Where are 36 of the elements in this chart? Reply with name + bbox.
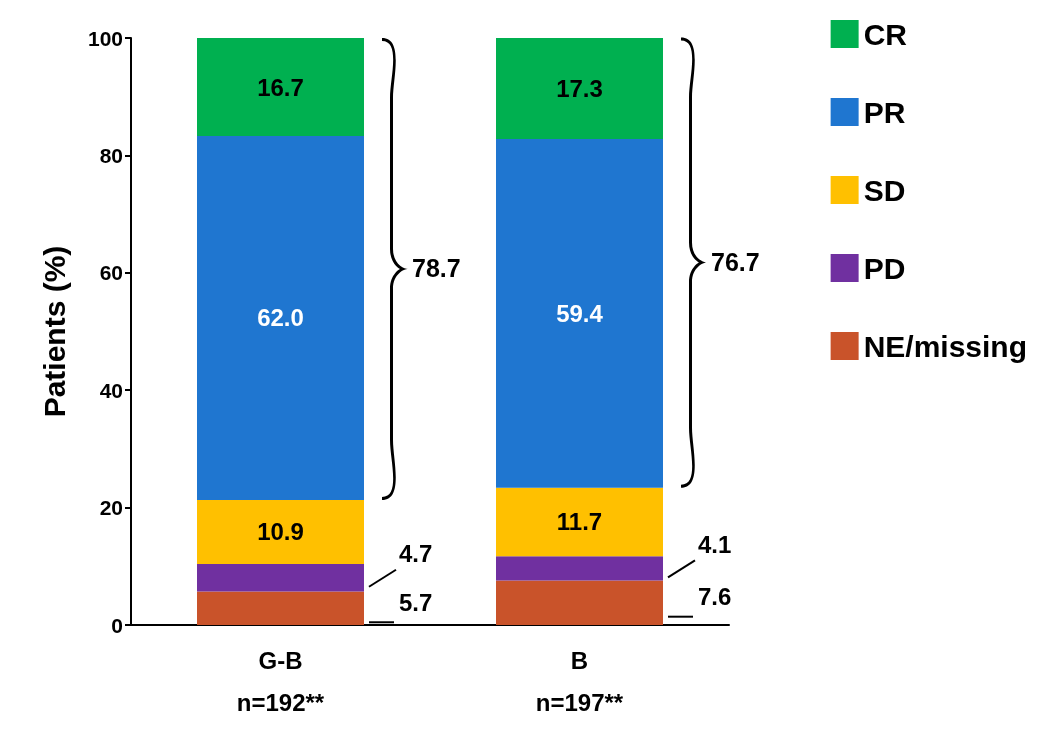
y-tick-label: 100 <box>87 26 123 50</box>
y-tick-label: 0 <box>111 613 123 637</box>
data-label: 16.7 <box>257 73 304 101</box>
bar <box>496 556 663 581</box>
legend-label: CR <box>863 17 908 51</box>
bar <box>197 136 364 500</box>
data-label: 7.6 <box>698 583 732 611</box>
data-label: 11.7 <box>556 508 603 536</box>
x-tick-label: G-B n=192** <box>236 646 325 716</box>
bar <box>197 591 364 625</box>
legend-label: SD <box>863 173 906 207</box>
data-label: 10.9 <box>257 518 304 546</box>
bar <box>496 38 663 139</box>
y-tick-label: 60 <box>99 261 123 285</box>
bar <box>496 580 663 625</box>
data-label: 4.7 <box>399 540 433 568</box>
annotation: 78.7 <box>412 253 461 283</box>
bar <box>197 563 364 592</box>
data-label: 17.3 <box>556 74 603 102</box>
legend-label: NE/missing <box>863 329 1027 363</box>
legend-label: PD <box>863 251 906 285</box>
data-label: 59.4 <box>556 299 604 327</box>
bar <box>197 499 364 564</box>
y-tick-label: 40 <box>99 378 123 402</box>
y-tick-label: 80 <box>99 143 123 167</box>
bar <box>496 138 663 488</box>
data-label: 62.0 <box>257 304 304 332</box>
legend-label: PR <box>863 95 906 129</box>
annotation: 76.7 <box>711 247 760 277</box>
data-label: 5.7 <box>399 588 433 616</box>
data-label: 4.1 <box>698 530 732 558</box>
bar <box>496 487 663 557</box>
x-tick-label: B n=197** <box>535 646 624 716</box>
bar <box>197 38 364 137</box>
y-tick-label: 20 <box>99 496 123 520</box>
y-axis-title: Patients (%) <box>37 245 71 418</box>
